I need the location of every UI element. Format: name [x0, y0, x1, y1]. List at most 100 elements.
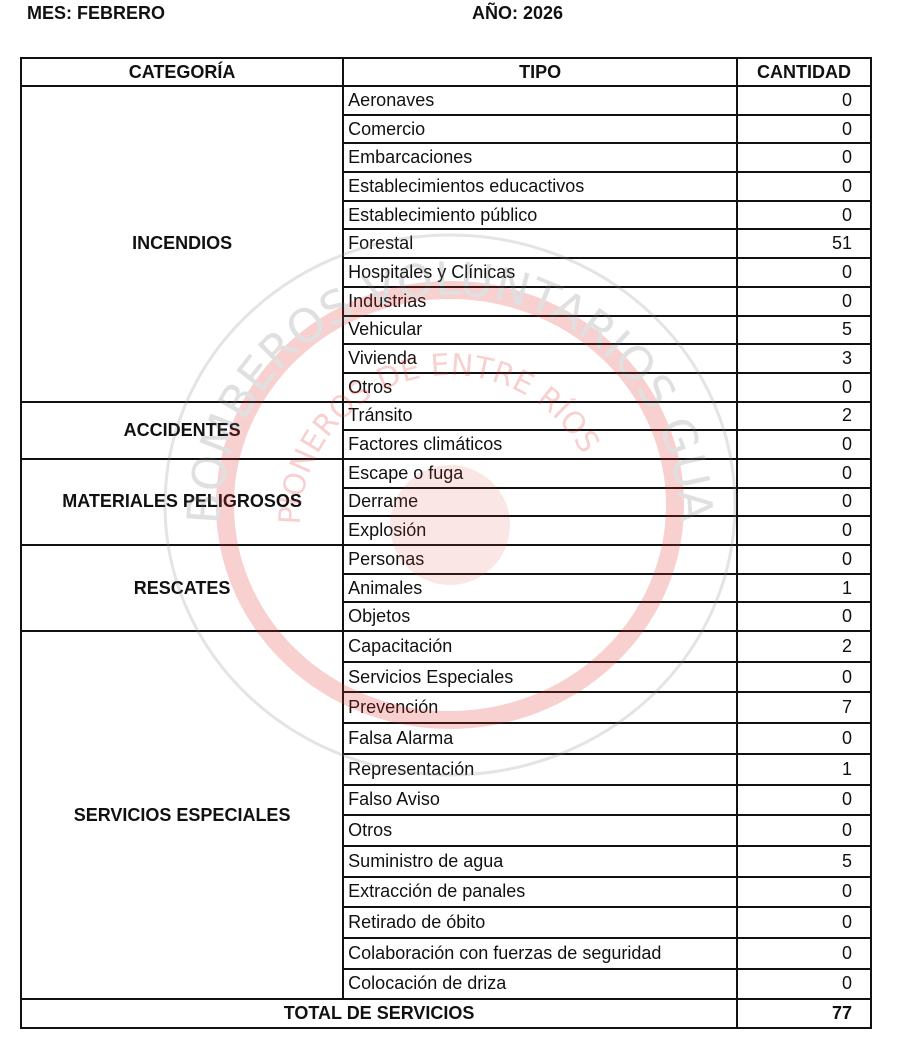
category-cell: SERVICIOS ESPECIALES [19, 630, 345, 1001]
cantidad-cell: 0 [736, 429, 872, 460]
total-row: TOTAL DE SERVICIOS 77 [19, 998, 872, 1030]
cantidad-cell: 0 [736, 906, 872, 939]
cantidad-cell: 1 [736, 572, 872, 604]
tipo-cell: Falso Aviso [342, 783, 739, 817]
cantidad-cell: 0 [736, 371, 872, 403]
cantidad-cell: 0 [736, 486, 872, 518]
tipo-cell: Otros [342, 371, 739, 403]
tipo-cell: Comercio [342, 113, 739, 145]
cantidad-cell: 0 [736, 814, 872, 847]
tipo-cell: Factores climáticos [342, 429, 739, 460]
tipo-cell: Vivienda [342, 343, 739, 374]
cantidad-cell: 0 [736, 85, 872, 116]
table-row: Retirado de óbito 0 [21, 906, 872, 939]
tipo-cell: Colocación de driza [342, 967, 739, 1001]
tipo-cell: Prevención [342, 691, 739, 725]
table-row: Industrias 0 [21, 285, 872, 317]
cantidad-cell: 0 [736, 199, 872, 231]
tipo-cell: Establecimientos educactivos [342, 171, 739, 202]
table-row: Colaboración con fuerzas de seguridad 0 [21, 936, 872, 970]
tipo-cell: Objetos [342, 601, 739, 633]
table-row: Servicios Especiales 0 [21, 660, 872, 694]
cantidad-cell: 0 [736, 142, 872, 174]
table-row: Extracción de panales 0 [21, 875, 872, 909]
tipo-cell: Derrame [342, 486, 739, 518]
cantidad-cell: 1 [736, 752, 872, 786]
cantidad-cell: 0 [736, 875, 872, 909]
cantidad-cell: 2 [736, 630, 872, 663]
table-row: Falso Aviso 0 [21, 783, 872, 817]
table-row: MATERIALES PELIGROSOS Escape o fuga 0 [19, 457, 872, 547]
category-cell: ACCIDENTES [19, 400, 345, 460]
table-row: Comercio 0 [21, 113, 872, 145]
cantidad-cell: 0 [736, 967, 872, 1001]
table-row: Prevención 7 [21, 691, 872, 725]
table-row: Factores climáticos 0 [21, 429, 872, 460]
cantidad-cell: 5 [736, 844, 872, 878]
table-row: Explosión 0 [21, 515, 872, 546]
column-header-cantidad: CANTIDAD [736, 57, 872, 87]
table-row: ACCIDENTES Tránsito 2 [19, 400, 872, 460]
total-value: 77 [736, 998, 872, 1030]
tipo-cell: Tránsito [342, 400, 739, 432]
cantidad-cell: 0 [736, 544, 872, 575]
category-cell: RESCATES [19, 543, 345, 633]
cantidad-cell: 0 [736, 171, 872, 202]
cantidad-cell: 0 [736, 601, 872, 633]
cantidad-cell: 0 [736, 783, 872, 817]
tipo-cell: Explosión [342, 515, 739, 546]
table-row: Otros 0 [21, 371, 872, 403]
table-row: Vivienda 3 [21, 343, 872, 374]
tipo-cell: Aeronaves [342, 85, 739, 116]
cantidad-cell: 0 [736, 660, 872, 694]
table-row: INCENDIOS Aeronaves 0 [19, 85, 872, 403]
table-row: Establecimiento público 0 [21, 199, 872, 231]
tipo-cell: Establecimiento público [342, 199, 739, 231]
table-row: Hospitales y Clínicas 0 [21, 257, 872, 288]
cantidad-cell: 0 [736, 113, 872, 145]
cantidad-cell: 0 [736, 257, 872, 288]
table-row: SERVICIOS ESPECIALES Capacitación 2 [19, 630, 872, 1001]
tipo-cell: Representación [342, 752, 739, 786]
cantidad-cell: 51 [736, 228, 872, 260]
table-row: Embarcaciones 0 [21, 142, 872, 174]
cantidad-cell: 5 [736, 314, 872, 346]
cantidad-cell: 0 [736, 285, 872, 317]
tipo-cell: Forestal [342, 228, 739, 260]
column-header-categoria: CATEGORÍA [19, 57, 345, 87]
cantidad-cell: 7 [736, 691, 872, 725]
tipo-cell: Suministro de agua [342, 844, 739, 878]
tipo-cell: Retirado de óbito [342, 906, 739, 939]
tipo-cell: Vehicular [342, 314, 739, 346]
table-row: Objetos 0 [21, 601, 872, 633]
tipo-cell: Industrias [342, 285, 739, 317]
tipo-cell: Servicios Especiales [342, 660, 739, 694]
tipo-cell: Personas [342, 544, 739, 575]
table-row: Representación 1 [21, 752, 872, 786]
table-row: Suministro de agua 5 [21, 844, 872, 878]
tipo-cell: Falsa Alarma [342, 722, 739, 755]
tipo-cell: Hospitales y Clínicas [342, 257, 739, 288]
tipo-cell: Escape o fuga [342, 457, 739, 489]
cantidad-cell: 0 [736, 722, 872, 755]
year-label: AÑO: 2026 [472, 3, 564, 23]
tipo-cell: Capacitación [342, 630, 739, 663]
table-row: RESCATES Personas 0 [19, 543, 872, 633]
table-row: Colocación de driza 0 [21, 967, 872, 1001]
table-row: Falsa Alarma 0 [21, 722, 872, 755]
table-row: Animales 1 [21, 572, 872, 604]
cantidad-cell: 2 [736, 400, 872, 432]
services-table: CATEGORÍA TIPO CANTIDAD INCENDIOS Aeronav… [19, 57, 872, 1030]
tipo-cell: Animales [342, 572, 739, 604]
table-row: Otros 0 [21, 814, 872, 847]
table-row: Forestal 51 [21, 228, 872, 260]
month-label: MES: FEBRERO [27, 3, 166, 23]
cantidad-cell: 0 [736, 515, 872, 546]
category-cell: INCENDIOS [19, 85, 345, 403]
tipo-cell: Colaboración con fuerzas de seguridad [342, 936, 739, 970]
table-row: Establecimientos educactivos 0 [21, 171, 872, 202]
column-header-tipo: TIPO [342, 57, 739, 87]
table-row: Derrame 0 [21, 486, 872, 518]
tipo-cell: Otros [342, 814, 739, 847]
cantidad-cell: 3 [736, 343, 872, 374]
